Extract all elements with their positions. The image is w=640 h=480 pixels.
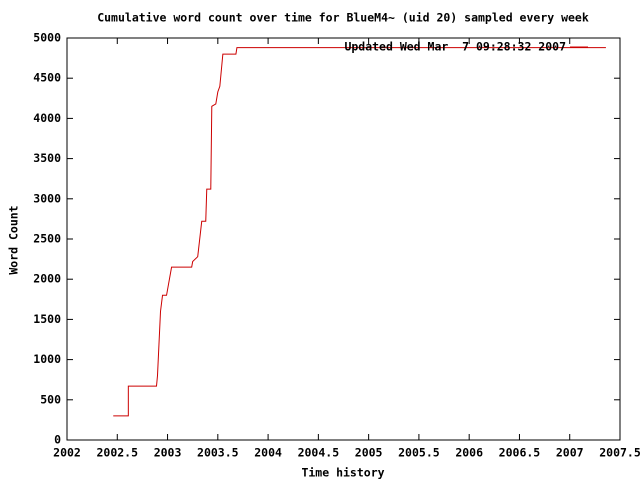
y-tick-label: 3500 [33, 151, 61, 165]
chart-title: Cumulative word count over time for Blue… [97, 11, 589, 25]
x-axis-label: Time history [301, 466, 384, 480]
x-tick-label: 2007.5 [599, 446, 640, 460]
y-tick-label: 4000 [33, 111, 61, 125]
x-tick-label: 2003.5 [197, 446, 239, 460]
x-tick-label: 2003 [154, 446, 182, 460]
data-line [113, 47, 606, 417]
y-tick-label: 500 [40, 392, 61, 406]
x-tick-label: 2005.5 [398, 446, 440, 460]
y-tick-label: 2000 [33, 272, 61, 286]
y-tick-label: 1000 [33, 352, 61, 366]
x-tick-label: 2005 [355, 446, 383, 460]
x-tick-label: 2007 [556, 446, 584, 460]
y-axis-label: Word Count [7, 205, 21, 274]
y-tick-label: 4500 [33, 71, 61, 85]
y-tick-label: 3000 [33, 191, 61, 205]
y-tick-label: 1500 [33, 312, 61, 326]
y-tick-label: 0 [54, 433, 61, 447]
legend-label: Updated Wed Mar 7 09:28:32 2007 [344, 40, 566, 54]
x-tick-label: 2004 [254, 446, 282, 460]
x-tick-label: 2006 [455, 446, 483, 460]
x-tick-label: 2004.5 [298, 446, 340, 460]
x-tick-label: 2002.5 [96, 446, 138, 460]
x-tick-label: 2006.5 [499, 446, 541, 460]
y-tick-label: 5000 [33, 31, 61, 45]
x-tick-label: 2002 [53, 446, 81, 460]
y-tick-label: 2500 [33, 232, 61, 246]
